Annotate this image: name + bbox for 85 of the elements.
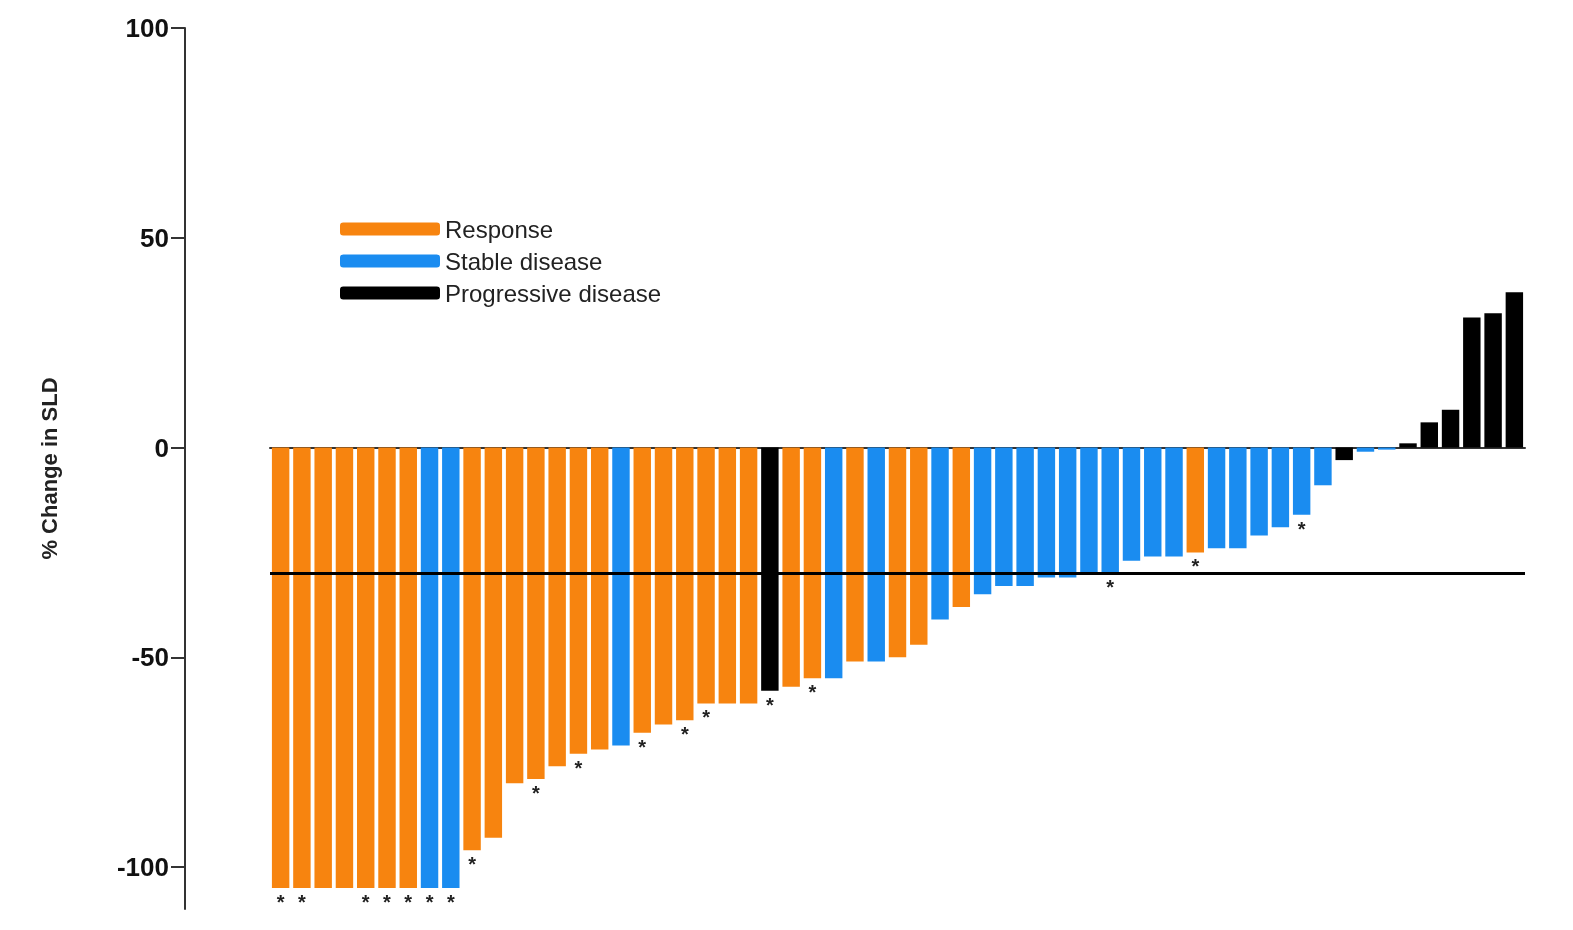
bar (442, 447, 460, 889)
bar (1016, 447, 1034, 586)
bar (1101, 447, 1119, 574)
bar (1165, 447, 1183, 557)
bar (846, 447, 864, 662)
bar (676, 447, 694, 721)
data-label: * (446, 891, 455, 914)
bar (1335, 447, 1353, 461)
data-label: * (702, 706, 711, 729)
bar (314, 447, 332, 889)
data-label: * (531, 781, 540, 804)
data-label: * (298, 891, 307, 914)
data-label: * (638, 735, 647, 758)
bar (1505, 292, 1524, 448)
bar (399, 447, 417, 889)
bar (1080, 447, 1098, 574)
data-label: * (404, 891, 413, 914)
bar (910, 447, 928, 645)
bar (569, 447, 588, 754)
bar (654, 447, 673, 725)
data-label: * (1297, 517, 1306, 540)
bar (1399, 443, 1417, 448)
bar (803, 447, 822, 679)
data-label: * (425, 891, 434, 914)
data-label: * (574, 756, 583, 779)
bar (952, 447, 971, 607)
bar (527, 447, 545, 779)
data-label: * (680, 723, 689, 746)
legend-label: Response (445, 215, 554, 243)
bar (739, 447, 758, 704)
bar (1207, 447, 1226, 549)
bar (718, 447, 737, 704)
bar (1144, 447, 1162, 557)
y-axis-title: % Change in SLD (36, 377, 62, 560)
bar (633, 447, 651, 733)
bar (824, 447, 843, 679)
bar (1292, 447, 1311, 515)
bar (1229, 447, 1247, 549)
bar (590, 447, 609, 750)
bar (1314, 447, 1332, 486)
bar (697, 447, 715, 704)
y-tick-label: 50 (140, 222, 169, 253)
data-label: * (276, 891, 285, 914)
bar (548, 447, 566, 767)
bar (357, 447, 375, 889)
bar (888, 447, 907, 658)
bar (1037, 447, 1056, 578)
y-tick-label: 100 (125, 13, 169, 43)
bar (1356, 447, 1375, 452)
data-label: * (1106, 576, 1115, 599)
bar (612, 447, 630, 746)
data-label: * (765, 693, 774, 716)
bar (1271, 447, 1290, 528)
bar (995, 447, 1013, 586)
bar (1484, 313, 1502, 448)
bar (1058, 447, 1077, 578)
y-tick-label: 0 (154, 432, 169, 463)
bar (420, 447, 439, 889)
bar (335, 447, 354, 889)
bar (931, 447, 949, 620)
bar (293, 447, 311, 889)
bar (484, 447, 503, 838)
bar (505, 447, 524, 784)
data-label: * (1191, 555, 1200, 578)
bar (1250, 447, 1268, 536)
y-tick-label: -100 (116, 852, 169, 883)
data-label: * (468, 853, 477, 876)
bar (271, 447, 290, 889)
data-label: * (808, 681, 817, 704)
bar (1463, 317, 1481, 448)
data-label: * (361, 891, 370, 914)
legend-label: Progressive disease (445, 279, 662, 307)
bar (1186, 447, 1205, 553)
bar (782, 447, 800, 687)
bar (973, 447, 992, 595)
legend-label: Stable disease (445, 247, 603, 275)
bar (463, 447, 481, 851)
bar (1420, 422, 1438, 448)
bar (867, 447, 885, 662)
bar (1441, 409, 1460, 448)
bar (1122, 447, 1141, 561)
data-label: * (383, 891, 392, 914)
y-tick-label: -50 (131, 642, 169, 673)
bar (1378, 447, 1396, 450)
bar (378, 447, 396, 889)
